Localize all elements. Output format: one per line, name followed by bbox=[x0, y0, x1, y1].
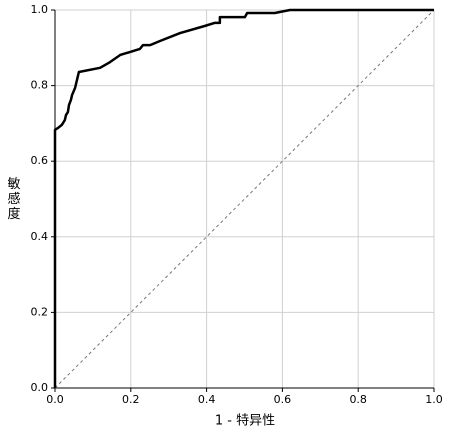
y-tick-label: 0.4 bbox=[31, 230, 49, 243]
reference-line bbox=[54, 9, 435, 389]
x-tick-label: 1.0 bbox=[425, 393, 443, 406]
x-tick-label: 0.6 bbox=[274, 393, 292, 406]
x-tick-label: 0.8 bbox=[349, 393, 367, 406]
y-tick-label: 1.0 bbox=[31, 3, 49, 16]
y-tick-label: 0.8 bbox=[31, 79, 49, 92]
y-tick-label: 0.6 bbox=[31, 154, 49, 167]
x-tick-label: 0.0 bbox=[46, 393, 64, 406]
y-tick-label: 0.0 bbox=[31, 381, 49, 394]
x-tick-label: 0.4 bbox=[198, 393, 216, 406]
y-tick-label: 0.2 bbox=[31, 305, 49, 318]
y-axis-label: 敏感度 bbox=[5, 177, 21, 222]
x-axis-label: 1 - 特异性 bbox=[215, 414, 275, 429]
roc-curve bbox=[53, 8, 434, 388]
x-tick-label: 0.2 bbox=[122, 393, 140, 406]
